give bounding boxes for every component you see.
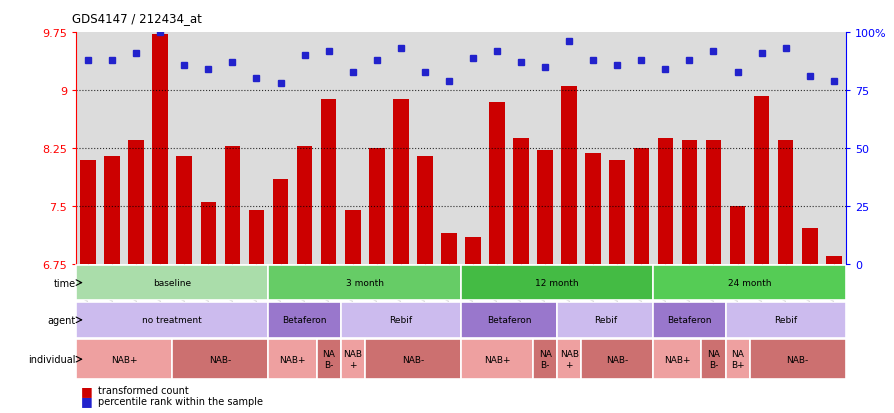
Bar bbox=[653, 265, 845, 301]
Bar bbox=[465, 237, 480, 264]
Bar bbox=[657, 139, 672, 264]
Text: transformed count: transformed count bbox=[98, 385, 189, 395]
Text: NAB+: NAB+ bbox=[111, 355, 138, 364]
Bar bbox=[681, 141, 696, 264]
Text: Betaferon: Betaferon bbox=[666, 316, 711, 325]
Text: NA
B+: NA B+ bbox=[730, 350, 744, 369]
Bar bbox=[176, 157, 192, 264]
Text: NAB+: NAB+ bbox=[484, 355, 510, 364]
Bar bbox=[105, 157, 120, 264]
Text: ■: ■ bbox=[80, 384, 92, 397]
Bar bbox=[580, 339, 653, 379]
Bar bbox=[753, 97, 769, 264]
Bar bbox=[441, 233, 456, 264]
Bar bbox=[633, 149, 648, 264]
Text: Betaferon: Betaferon bbox=[282, 316, 326, 325]
Bar bbox=[556, 302, 653, 338]
Bar bbox=[297, 146, 312, 264]
Bar bbox=[76, 339, 172, 379]
Text: baseline: baseline bbox=[153, 278, 191, 287]
Text: Rebif: Rebif bbox=[593, 316, 616, 325]
Text: ■: ■ bbox=[80, 394, 92, 407]
Text: agent: agent bbox=[47, 315, 76, 325]
Bar bbox=[585, 154, 601, 264]
Bar bbox=[344, 210, 360, 264]
Text: NA
B-: NA B- bbox=[322, 350, 334, 369]
Text: 12 month: 12 month bbox=[535, 278, 578, 287]
Bar bbox=[704, 141, 721, 264]
Bar bbox=[653, 302, 725, 338]
Text: Rebif: Rebif bbox=[389, 316, 412, 325]
Text: NAB
+: NAB + bbox=[559, 350, 578, 369]
Bar bbox=[460, 265, 653, 301]
Bar bbox=[725, 302, 845, 338]
Bar bbox=[365, 339, 460, 379]
Text: NA
B-: NA B- bbox=[538, 350, 551, 369]
Bar bbox=[561, 87, 577, 264]
Bar bbox=[200, 203, 216, 264]
Text: NAB-: NAB- bbox=[786, 355, 808, 364]
Text: NAB-: NAB- bbox=[209, 355, 232, 364]
Bar bbox=[249, 210, 264, 264]
Bar bbox=[536, 151, 552, 264]
Bar bbox=[556, 339, 580, 379]
Bar bbox=[316, 339, 341, 379]
Bar bbox=[460, 339, 533, 379]
Bar bbox=[80, 160, 96, 264]
Bar bbox=[152, 36, 168, 264]
Text: no treatment: no treatment bbox=[142, 316, 202, 325]
Bar bbox=[725, 339, 748, 379]
Bar bbox=[368, 149, 384, 264]
Text: Betaferon: Betaferon bbox=[486, 316, 531, 325]
Bar bbox=[268, 302, 341, 338]
Text: individual: individual bbox=[29, 354, 76, 364]
Text: 24 month: 24 month bbox=[727, 278, 771, 287]
Bar bbox=[172, 339, 268, 379]
Bar bbox=[489, 102, 504, 264]
Text: NAB-: NAB- bbox=[605, 355, 628, 364]
Text: NAB+: NAB+ bbox=[279, 355, 306, 364]
Text: 3 month: 3 month bbox=[345, 278, 384, 287]
Text: time: time bbox=[54, 278, 76, 288]
Bar bbox=[701, 339, 725, 379]
Bar bbox=[801, 228, 816, 264]
Bar bbox=[609, 160, 624, 264]
Bar bbox=[341, 302, 460, 338]
Text: NAB
+: NAB + bbox=[342, 350, 362, 369]
Bar bbox=[268, 265, 460, 301]
Bar bbox=[341, 339, 365, 379]
Bar bbox=[417, 157, 432, 264]
Bar bbox=[76, 302, 268, 338]
Bar bbox=[533, 339, 556, 379]
Text: NA
B-: NA B- bbox=[706, 350, 719, 369]
Text: percentile rank within the sample: percentile rank within the sample bbox=[98, 396, 263, 406]
Text: NAB+: NAB+ bbox=[663, 355, 690, 364]
Bar bbox=[729, 206, 745, 264]
Bar bbox=[76, 265, 268, 301]
Bar bbox=[392, 100, 409, 264]
Text: Rebif: Rebif bbox=[773, 316, 797, 325]
Bar bbox=[825, 256, 840, 264]
Bar bbox=[748, 339, 845, 379]
Bar bbox=[128, 141, 144, 264]
Bar bbox=[273, 180, 288, 264]
Text: GDS4147 / 212434_at: GDS4147 / 212434_at bbox=[72, 12, 201, 25]
Bar bbox=[320, 100, 336, 264]
Bar bbox=[460, 302, 556, 338]
Bar bbox=[512, 139, 528, 264]
Bar bbox=[268, 339, 316, 379]
Bar bbox=[224, 146, 240, 264]
Text: NAB-: NAB- bbox=[401, 355, 424, 364]
Bar bbox=[777, 141, 793, 264]
Bar bbox=[653, 339, 701, 379]
